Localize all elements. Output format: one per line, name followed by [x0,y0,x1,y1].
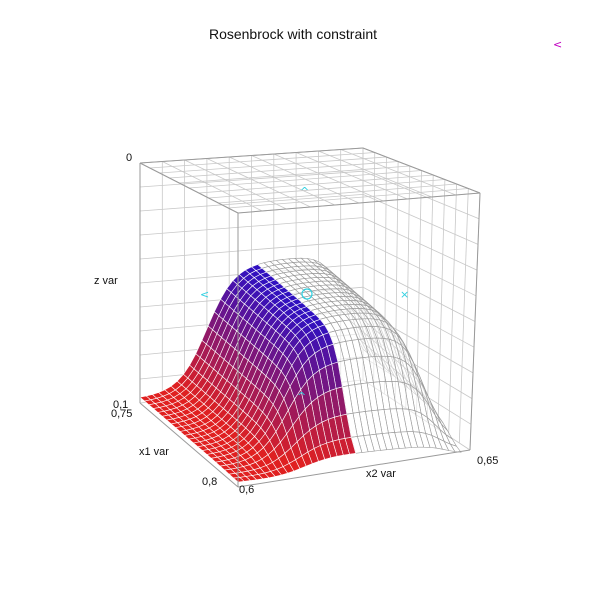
back-grid-line [362,217,478,271]
top-grid-line [159,156,387,174]
frame-edge [139,402,239,488]
marker-up-bottom: ^ [297,390,306,403]
optimum-circle-marker [301,288,313,300]
x-axis-label: x1 var [139,446,169,458]
left-grid-line [139,194,364,212]
back-grid-line [362,194,479,245]
frame-edge [139,162,239,214]
marker-up-top: ^ [300,185,309,198]
top-grid-line [169,161,399,179]
y-axis-label: x2 var [366,468,396,480]
left-grid-line [139,217,364,236]
z-tick-top: 0 [126,152,132,164]
top-grid-line [218,183,457,204]
surface-mesh [139,257,462,483]
marker-x: × [400,288,409,301]
left-grid-line [139,240,364,260]
top-grid-line [208,179,445,199]
left-grid-line [139,170,364,188]
back-grid-line [362,286,475,348]
y-tick-start: 0,6 [239,484,254,496]
frame-edge [362,147,481,194]
back-grid-line [362,263,476,322]
top-grid-line [198,174,434,194]
x-tick-start: 0,75 [111,408,132,420]
bounding-box-frame [139,147,481,488]
y-tick-end: 0,65 [477,455,498,467]
top-grid-line [188,170,422,189]
z-axis-label: z var [94,275,118,287]
frame-edge [469,192,481,451]
marker-left: < [200,288,209,301]
frame-edge [139,147,364,164]
back-grid-line [362,170,480,220]
z-tick-bottom: 0,1 [113,399,128,411]
top-grid-line [179,165,410,184]
x-tick-end: 0,8 [202,476,217,488]
back-grid-line [362,240,477,297]
top-grid-line [228,188,469,209]
frame-edge [237,449,471,488]
cyan-markers [301,288,313,300]
corner-marker: < [553,38,562,51]
frame-edge [237,192,481,214]
chart-title: Rosenbrock with constraint [209,26,377,42]
top-grid-line [149,152,375,169]
